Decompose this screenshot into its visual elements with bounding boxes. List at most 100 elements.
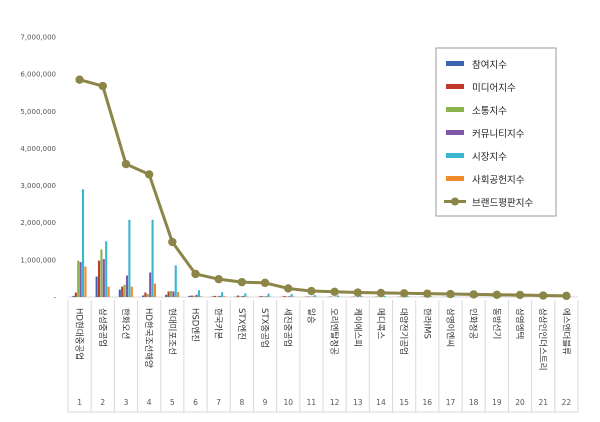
brand-reputation-marker — [539, 291, 547, 299]
x-tick-label: 한국카본 — [213, 308, 223, 339]
legend-label: 커뮤니티지수 — [472, 129, 525, 140]
x-tick-label: 삼영이엔씨 — [445, 308, 456, 347]
bar — [211, 296, 213, 297]
x-tick-label: 인화정공 — [468, 308, 479, 339]
bar — [223, 296, 225, 297]
bar — [170, 291, 172, 297]
brand-reputation-marker — [284, 284, 292, 292]
x-rank-label: 3 — [124, 398, 129, 407]
bar — [177, 292, 179, 297]
bar — [149, 272, 151, 297]
x-tick-label: 세진중공업 — [282, 308, 293, 347]
bar — [216, 296, 218, 297]
y-tick-label: 5,000,000 — [20, 108, 56, 116]
x-tick-label: 삼성중공업 — [97, 308, 108, 347]
x-tick-label: 대양전기공업 — [398, 308, 409, 355]
x-tick-label: 한라IMS — [421, 308, 431, 339]
bar — [98, 261, 100, 297]
x-tick-label: STX엔진 — [236, 308, 247, 340]
bar — [119, 290, 121, 297]
bar — [193, 296, 195, 297]
x-rank-label: 8 — [239, 398, 244, 407]
bar — [263, 296, 265, 297]
x-rank-label: 22 — [562, 398, 572, 407]
legend-label: 참여지수 — [472, 59, 507, 71]
x-rank-label: 4 — [147, 398, 152, 407]
x-rank-label: 21 — [538, 398, 548, 407]
y-tick-label: 2,000,000 — [20, 219, 56, 227]
bar — [154, 284, 156, 297]
x-rank-label: 7 — [216, 398, 221, 407]
bar — [219, 296, 221, 297]
x-rank-label: 17 — [446, 398, 456, 407]
bar — [124, 285, 126, 297]
brand-reputation-marker — [191, 270, 199, 278]
y-tick-label: 1,000,000 — [20, 256, 56, 264]
bar — [283, 296, 285, 297]
y-tick-label: 6,000,000 — [20, 71, 56, 79]
legend-swatch — [446, 61, 464, 66]
bar — [82, 189, 84, 297]
bar — [260, 296, 262, 297]
brand-reputation-marker — [377, 289, 385, 297]
x-rank-label: 6 — [193, 398, 198, 407]
legend-swatch — [446, 153, 464, 158]
x-tick-label: 에스앤더블류 — [560, 308, 571, 355]
x-rank-label: 12 — [330, 398, 340, 407]
brand-reputation-marker — [562, 292, 570, 300]
x-rank-label: 18 — [469, 398, 479, 407]
bar — [100, 249, 102, 297]
bar — [214, 296, 216, 297]
x-rank-label: 13 — [353, 398, 363, 407]
bar — [191, 296, 193, 297]
x-rank-label: 14 — [376, 398, 386, 407]
bar — [242, 296, 244, 297]
bar — [198, 290, 200, 297]
bar — [131, 287, 133, 297]
bar — [152, 220, 154, 297]
bar — [128, 220, 130, 297]
bar — [188, 296, 190, 297]
brand-reputation-marker — [122, 160, 130, 168]
brand-reputation-marker — [307, 287, 315, 295]
bar — [77, 261, 79, 297]
bar — [75, 293, 77, 297]
brand-reputation-marker — [330, 288, 338, 296]
bar — [103, 259, 105, 297]
legend-label: 브랜드평판지수 — [472, 198, 533, 209]
brand-reputation-marker — [516, 291, 524, 299]
legend-swatch — [446, 176, 464, 181]
x-rank-label: 9 — [263, 398, 268, 407]
x-rank-label: 11 — [307, 398, 317, 407]
legend-label: 사회공헌지수 — [472, 175, 525, 186]
brand-reputation-marker — [400, 289, 408, 297]
brand-reputation-marker — [354, 288, 362, 296]
bar — [314, 295, 316, 297]
bar — [175, 265, 177, 297]
bar — [80, 262, 82, 297]
x-tick-label: HSD엔진 — [190, 308, 201, 342]
y-tick-label: 3,000,000 — [20, 182, 56, 190]
bar — [360, 296, 362, 297]
bar — [237, 296, 239, 297]
y-tick-label: - — [53, 294, 56, 302]
legend-label: 시장지수 — [472, 152, 507, 163]
bar — [221, 292, 223, 297]
legend-label: 소통지수 — [472, 106, 507, 117]
bar — [307, 296, 309, 297]
brand-reputation-marker — [446, 290, 454, 298]
legend-swatch — [446, 84, 464, 89]
bar — [108, 287, 110, 297]
x-rank-label: 2 — [100, 398, 105, 407]
y-tick-label: 7,000,000 — [20, 34, 56, 42]
x-rank-label: 1 — [77, 398, 82, 407]
bar — [121, 287, 123, 297]
bar — [168, 291, 170, 297]
bar — [165, 295, 167, 297]
x-rank-label: 20 — [515, 398, 525, 407]
bar — [105, 241, 107, 297]
bar — [288, 296, 290, 297]
